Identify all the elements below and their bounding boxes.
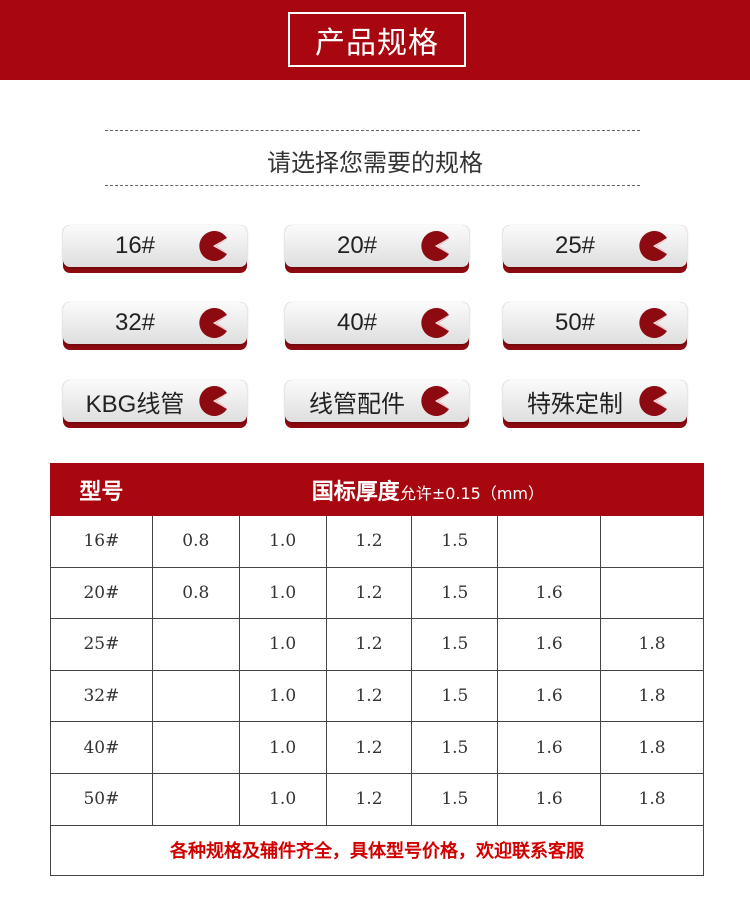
thickness-cell: 1.2 — [325, 566, 413, 620]
thickness-cell: 1.8 — [600, 721, 704, 774]
table-row: 16# 0.8 1.0 1.2 1.5 — [50, 515, 704, 568]
thickness-cell: 1.2 — [325, 772, 413, 826]
page-title: 产品规格 — [288, 12, 466, 67]
thickness-cell: 1.6 — [497, 721, 602, 774]
thickness-cell: 1.6 — [497, 772, 602, 826]
thickness-cell: 1.0 — [238, 618, 327, 671]
button-label: 40# — [336, 309, 378, 336]
thickness-cell: 1.2 — [325, 669, 413, 723]
header-thickness: 国标厚度允许±0.15（mm） — [151, 463, 705, 516]
thickness-cell: 1.5 — [411, 566, 499, 620]
thickness-cell — [600, 566, 704, 620]
pie-arrow-icon — [639, 386, 667, 416]
spec-button[interactable]: 20# — [285, 225, 469, 273]
header-bar: 产品规格 — [0, 0, 750, 80]
header-model: 型号 — [50, 463, 153, 516]
button-label: 线管配件 — [309, 390, 405, 418]
pie-arrow-icon — [421, 308, 449, 338]
button-label: 16# — [114, 232, 156, 259]
button-label: 50# — [554, 309, 596, 336]
table-row: 32# 1.0 1.2 1.5 1.6 1.8 — [50, 669, 704, 723]
model-cell: 32# — [50, 669, 153, 723]
model-cell: 50# — [50, 772, 153, 826]
pie-arrow-icon — [639, 231, 667, 261]
spec-button[interactable]: 50# — [503, 302, 687, 350]
button-face: KBG线管 — [63, 380, 247, 422]
model-cell: 16# — [50, 515, 153, 568]
spec-button[interactable]: 线管配件 — [285, 380, 469, 428]
thickness-cell: 1.5 — [411, 669, 499, 723]
spec-button[interactable]: KBG线管 — [63, 380, 247, 428]
spec-button[interactable]: 25# — [503, 225, 687, 273]
thickness-cell: 1.8 — [600, 772, 704, 826]
table-header-row: 型号 国标厚度允许±0.15（mm） — [50, 463, 705, 516]
spec-button[interactable]: 32# — [63, 302, 247, 350]
button-label: 25# — [554, 232, 596, 259]
spec-table: 型号 国标厚度允许±0.15（mm） 16# 0.8 1.0 1.2 1.5 20# 0.8… — [50, 463, 705, 876]
pie-arrow-icon — [421, 231, 449, 261]
model-cell: 20# — [50, 566, 153, 620]
model-cell: 25# — [50, 618, 153, 671]
model-cell: 40# — [50, 721, 153, 774]
pie-arrow-icon — [199, 231, 227, 261]
thickness-cell: 1.6 — [497, 566, 602, 620]
button-face: 20# — [285, 225, 469, 267]
thickness-cell — [151, 669, 240, 723]
button-face: 32# — [63, 302, 247, 344]
thickness-cell: 1.6 — [497, 669, 602, 723]
thickness-cell: 1.5 — [411, 772, 499, 826]
thickness-cell: 1.2 — [325, 618, 413, 671]
thickness-cell: 1.0 — [238, 515, 327, 568]
button-label: 32# — [114, 309, 156, 336]
table-row: 20# 0.8 1.0 1.2 1.5 1.6 — [50, 566, 704, 620]
thickness-cell: 1.2 — [325, 721, 413, 774]
thickness-label: 国标厚度 — [311, 479, 400, 505]
thickness-cell: 1.0 — [238, 566, 327, 620]
thickness-cell — [497, 515, 602, 568]
button-label: KBG线管 — [85, 390, 185, 418]
table-row: 40# 1.0 1.2 1.5 1.6 1.8 — [50, 721, 704, 774]
footer-note: 各种规格及辅件齐全，具体型号价格，欢迎联系客服 — [50, 824, 704, 876]
table-footer-row: 各种规格及辅件齐全，具体型号价格，欢迎联系客服 — [50, 824, 704, 876]
thickness-cell: 1.6 — [497, 618, 602, 671]
thickness-cell: 0.8 — [151, 566, 240, 620]
spec-button[interactable]: 特殊定制 — [503, 380, 687, 428]
button-face: 16# — [63, 225, 247, 267]
button-face: 40# — [285, 302, 469, 344]
thickness-cell: 1.2 — [325, 515, 413, 568]
thickness-cell — [600, 515, 704, 568]
pie-arrow-icon — [639, 308, 667, 338]
button-face: 25# — [503, 225, 687, 267]
pie-arrow-icon — [199, 386, 227, 416]
divider — [105, 185, 640, 186]
thickness-cell — [151, 772, 240, 826]
button-face: 线管配件 — [285, 380, 469, 422]
spec-button[interactable]: 16# — [63, 225, 247, 273]
table-row: 50# 1.0 1.2 1.5 1.6 1.8 — [50, 772, 704, 826]
thickness-cell: 1.8 — [600, 669, 704, 723]
button-face: 50# — [503, 302, 687, 344]
subtitle: 请选择您需要的规格 — [267, 149, 483, 177]
thickness-cell: 1.0 — [238, 772, 327, 826]
pie-arrow-icon — [421, 386, 449, 416]
thickness-cell — [151, 618, 240, 671]
thickness-cell: 0.8 — [151, 515, 240, 568]
tolerance-note: 允许±0.15（mm） — [399, 483, 545, 503]
divider — [105, 130, 640, 131]
thickness-cell: 1.5 — [411, 618, 499, 671]
thickness-cell — [151, 721, 240, 774]
button-face: 特殊定制 — [503, 380, 687, 422]
button-label: 20# — [336, 232, 378, 259]
thickness-cell: 1.8 — [600, 618, 704, 671]
button-label: 特殊定制 — [527, 390, 623, 418]
table-row: 25# 1.0 1.2 1.5 1.6 1.8 — [50, 618, 704, 671]
pie-arrow-icon — [199, 308, 227, 338]
thickness-cell: 1.5 — [411, 721, 499, 774]
thickness-cell: 1.5 — [411, 515, 499, 568]
thickness-cell: 1.0 — [238, 669, 327, 723]
spec-button[interactable]: 40# — [285, 302, 469, 350]
thickness-cell: 1.0 — [238, 721, 327, 774]
